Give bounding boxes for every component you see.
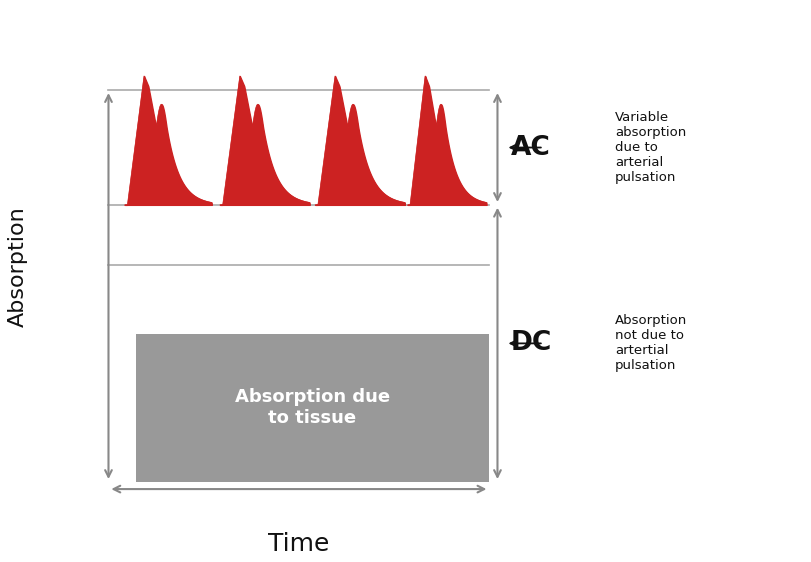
- Text: Variable
absorption
due to
arterial
pulsation: Variable absorption due to arterial puls…: [615, 111, 685, 184]
- Text: Absorption due
to tissue: Absorption due to tissue: [234, 388, 389, 427]
- Bar: [135, 334, 489, 482]
- Text: Time: Time: [268, 532, 329, 556]
- Text: AC: AC: [510, 134, 550, 161]
- Text: Absorption
not due to
artertial
pulsation: Absorption not due to artertial pulsatio…: [615, 314, 687, 373]
- Text: DC: DC: [510, 330, 551, 356]
- Text: Absorption: Absorption: [8, 207, 28, 327]
